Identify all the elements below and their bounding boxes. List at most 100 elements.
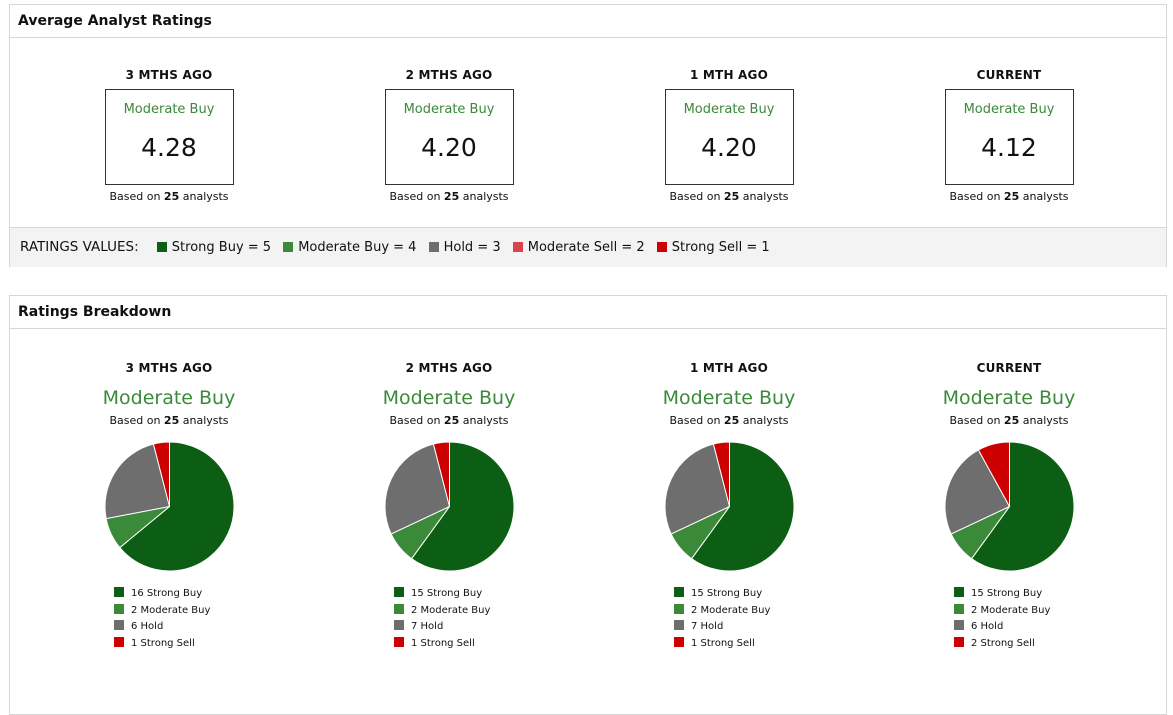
- pie-slice-strong-sell: [432, 441, 450, 507]
- strong-sell-swatch: [656, 242, 667, 252]
- ratings-breakdown-title: Ratings Breakdown: [10, 296, 1166, 329]
- period-label: 2 MTHS AGO: [405, 68, 493, 82]
- legend-strong-buy: 16 Strong Buy: [114, 586, 224, 603]
- rating-text: Moderate Buy: [683, 102, 775, 117]
- rating-box: Moderate Buy 4.20: [664, 89, 794, 185]
- ratings-value-strong-buy: Strong Buy = 5: [156, 229, 271, 267]
- breakdown-period-1-mth-ago: 1 MTH AGO Moderate Buy Based on 25 analy…: [599, 361, 859, 653]
- legend-strong-sell: 1 Strong Sell: [114, 636, 224, 653]
- rating-box: Moderate Buy 4.28: [104, 89, 234, 185]
- rating-text: Moderate Buy: [963, 102, 1055, 117]
- analyst-count: 25: [163, 190, 180, 203]
- analyst-count: 25: [443, 190, 460, 203]
- average-ratings-title: Average Analyst Ratings: [10, 5, 1166, 38]
- ratings-values-bar: RATINGS VALUES: Strong Buy = 5 Moderate …: [10, 227, 1166, 267]
- rating-box: Moderate Buy 4.12: [944, 89, 1074, 185]
- breakdown-period-current: CURRENT Moderate Buy Based on 25 analyst…: [879, 361, 1139, 653]
- based-on-text: Based on 25 analysts: [669, 190, 789, 203]
- based-on-text: Based on 25 analysts: [109, 414, 229, 427]
- avg-period-3-mths-ago: 3 MTHS AGO Moderate Buy 4.28 Based on 25…: [39, 68, 299, 203]
- legend-hold: 6 Hold: [114, 619, 224, 636]
- consensus-rating: Moderate Buy: [382, 387, 516, 409]
- pie-slice-strong-buy: [410, 441, 514, 572]
- period-label: CURRENT: [976, 361, 1042, 375]
- legend-moderate-buy: 2 Moderate Buy: [954, 603, 1064, 620]
- consensus-rating: Moderate Buy: [102, 387, 236, 409]
- period-label: 1 MTH AGO: [689, 68, 768, 82]
- analyst-count: 25: [443, 414, 460, 427]
- moderate-sell-swatch: [512, 242, 523, 252]
- period-label: 1 MTH AGO: [689, 361, 768, 375]
- ratings-value-moderate-buy: Moderate Buy = 4: [283, 229, 416, 267]
- breakdown-period-3-mths-ago: 3 MTHS AGO Moderate Buy Based on 25 anal…: [39, 361, 299, 653]
- legend-strong-sell: 1 Strong Sell: [394, 636, 504, 653]
- legend-strong-buy: 15 Strong Buy: [954, 586, 1064, 603]
- ratings-pie-chart: [104, 441, 234, 572]
- hold-swatch: [428, 242, 439, 252]
- avg-period-2-mths-ago: 2 MTHS AGO Moderate Buy 4.20 Based on 25…: [319, 68, 579, 203]
- pie-slice-strong-buy: [690, 441, 794, 572]
- consensus-rating: Moderate Buy: [942, 387, 1076, 409]
- ratings-value-moderate-sell: Moderate Sell = 2: [512, 229, 645, 267]
- based-on-text: Based on 25 analysts: [949, 190, 1069, 203]
- rating-text: Moderate Buy: [123, 102, 215, 117]
- analyst-count: 25: [1003, 190, 1020, 203]
- legend-hold: 6 Hold: [954, 619, 1064, 636]
- analyst-count: 25: [723, 190, 740, 203]
- pie-slice-hold: [944, 449, 1010, 535]
- pie-slice-hold: [664, 443, 730, 535]
- period-label: CURRENT: [976, 68, 1042, 82]
- pie-slice-strong-sell: [712, 441, 730, 507]
- legend-strong-buy: 15 Strong Buy: [394, 586, 504, 603]
- rating-text: Moderate Buy: [403, 102, 495, 117]
- rating-box: Moderate Buy 4.20: [384, 89, 514, 185]
- ratings-value-hold: Hold = 3: [428, 229, 501, 267]
- pie-legend: 15 Strong Buy 2 Moderate Buy 7 Hold 1 St…: [394, 586, 504, 653]
- based-on-text: Based on 25 analysts: [389, 190, 509, 203]
- pie-slice-hold: [384, 443, 450, 535]
- legend-strong-sell: 2 Strong Sell: [954, 636, 1064, 653]
- pie-legend: 16 Strong Buy 2 Moderate Buy 6 Hold 1 St…: [114, 586, 224, 653]
- pie-slice-hold: [104, 443, 170, 520]
- legend-hold: 7 Hold: [674, 619, 784, 636]
- pie-legend: 15 Strong Buy 2 Moderate Buy 7 Hold 1 St…: [674, 586, 784, 653]
- pie-slice-strong-buy: [970, 441, 1074, 572]
- ratings-pie-chart: [944, 441, 1074, 572]
- based-on-text: Based on 25 analysts: [949, 414, 1069, 427]
- ratings-breakdown-panel: Ratings Breakdown 3 MTHS AGO Moderate Bu…: [9, 295, 1167, 715]
- ratings-value-strong-sell: Strong Sell = 1: [656, 229, 770, 267]
- moderate-buy-swatch: [283, 242, 294, 252]
- rating-value: 4.20: [701, 133, 757, 162]
- based-on-text: Based on 25 analysts: [389, 414, 509, 427]
- based-on-text: Based on 25 analysts: [109, 190, 229, 203]
- pie-slice-strong-buy: [118, 441, 234, 572]
- legend-strong-sell: 1 Strong Sell: [674, 636, 784, 653]
- analyst-count: 25: [723, 414, 740, 427]
- period-label: 3 MTHS AGO: [125, 68, 213, 82]
- avg-period-current: CURRENT Moderate Buy 4.12 Based on 25 an…: [879, 68, 1139, 203]
- rating-value: 4.12: [981, 133, 1037, 162]
- legend-strong-buy: 15 Strong Buy: [674, 586, 784, 603]
- period-label: 3 MTHS AGO: [125, 361, 213, 375]
- rating-value: 4.28: [141, 133, 197, 162]
- average-ratings-panel: Average Analyst Ratings 3 MTHS AGO Moder…: [9, 4, 1167, 267]
- avg-period-1-mth-ago: 1 MTH AGO Moderate Buy 4.20 Based on 25 …: [599, 68, 859, 203]
- legend-moderate-buy: 2 Moderate Buy: [674, 603, 784, 620]
- rating-value: 4.20: [421, 133, 477, 162]
- pie-legend: 15 Strong Buy 2 Moderate Buy 6 Hold 2 St…: [954, 586, 1064, 653]
- period-label: 2 MTHS AGO: [405, 361, 493, 375]
- ratings-pie-chart: [384, 441, 514, 572]
- pie-slice-strong-sell: [977, 441, 1010, 507]
- ratings-values-title: RATINGS VALUES:: [20, 239, 139, 255]
- analyst-count: 25: [1003, 414, 1020, 427]
- analyst-count: 25: [163, 414, 180, 427]
- consensus-rating: Moderate Buy: [662, 387, 796, 409]
- pie-slice-strong-sell: [152, 441, 170, 507]
- legend-moderate-buy: 2 Moderate Buy: [394, 603, 504, 620]
- ratings-pie-chart: [664, 441, 794, 572]
- breakdown-period-2-mths-ago: 2 MTHS AGO Moderate Buy Based on 25 anal…: [319, 361, 579, 653]
- strong-buy-swatch: [156, 242, 167, 252]
- based-on-text: Based on 25 analysts: [669, 414, 789, 427]
- legend-moderate-buy: 2 Moderate Buy: [114, 603, 224, 620]
- legend-hold: 7 Hold: [394, 619, 504, 636]
